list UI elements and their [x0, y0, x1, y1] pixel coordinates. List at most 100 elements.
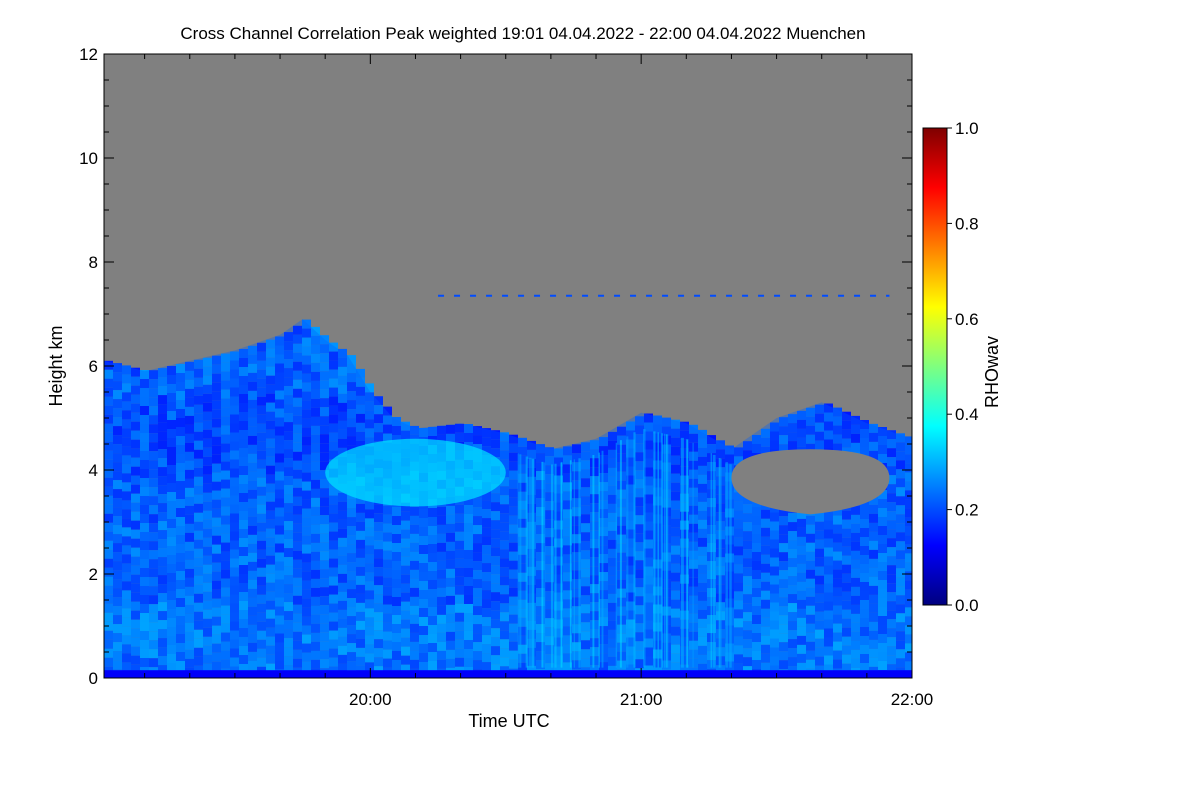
heatmap-cell	[842, 510, 851, 520]
heatmap-cell	[770, 575, 779, 585]
heatmap-cell	[455, 513, 464, 523]
heatmap-cell	[698, 654, 707, 664]
heatmap-cell	[221, 380, 230, 390]
heatmap-cell	[293, 622, 302, 632]
heatmap-cell	[104, 657, 113, 667]
heatmap-cell	[815, 602, 824, 612]
heatmap-cell	[419, 428, 428, 437]
heatmap-cell	[248, 543, 257, 553]
heatmap-cell	[509, 596, 518, 606]
heatmap-cell	[131, 574, 140, 584]
heatmap-cell	[167, 609, 176, 618]
heatmap-cell	[491, 619, 500, 629]
heatmap-cell	[338, 438, 347, 448]
heatmap-cell	[329, 441, 338, 451]
heatmap-cell	[878, 517, 887, 526]
heatmap-cell	[149, 496, 158, 506]
heatmap-cell	[734, 600, 743, 610]
heatmap-cell	[887, 646, 896, 656]
heatmap-cell	[311, 443, 320, 453]
heatmap-cell	[680, 538, 689, 548]
heatmap-cell	[194, 395, 203, 405]
heatmap-cell	[554, 610, 563, 620]
heatmap-cell	[905, 445, 912, 455]
heatmap-cell	[338, 636, 347, 646]
heatmap-cell	[860, 618, 869, 627]
heatmap-cell	[491, 520, 500, 530]
heatmap-cell	[698, 609, 707, 619]
heatmap-cell	[581, 622, 590, 632]
heatmap-cell	[500, 549, 509, 559]
heatmap-cell	[653, 649, 662, 659]
heatmap-cell	[194, 557, 203, 567]
heatmap-cell	[194, 449, 203, 459]
heatmap-cell	[653, 577, 662, 587]
heatmap-cell	[473, 570, 482, 580]
heatmap-cell	[581, 613, 590, 623]
heatmap-cell	[887, 619, 896, 629]
heatmap-cell	[509, 497, 518, 507]
heatmap-cell	[113, 588, 122, 598]
heatmap-cell	[806, 416, 815, 426]
heatmap-cell	[815, 431, 824, 441]
heatmap-cell	[788, 567, 797, 577]
heatmap-cell	[671, 437, 680, 447]
heatmap-cell	[590, 521, 599, 531]
heatmap-cell	[653, 415, 662, 425]
heatmap-cell	[554, 583, 563, 593]
heatmap-cell	[140, 613, 149, 622]
heatmap-cell	[383, 406, 392, 416]
heatmap-cell	[536, 651, 545, 661]
heatmap-cell	[329, 387, 338, 397]
heatmap-cell	[410, 560, 419, 570]
heatmap-cell	[680, 583, 689, 593]
heatmap-cell	[797, 572, 806, 582]
heatmap-cell	[752, 552, 761, 561]
heatmap-cell	[149, 415, 158, 425]
heatmap-cell	[752, 444, 761, 453]
heatmap-cell	[104, 477, 113, 487]
heatmap-cell	[275, 606, 284, 616]
heatmap-cell	[536, 453, 545, 463]
heatmap-cell	[437, 533, 446, 543]
heatmap-cell	[266, 456, 275, 466]
heatmap-cell	[131, 493, 140, 503]
heatmap-cell	[779, 507, 788, 517]
heatmap-cell	[113, 462, 122, 472]
heatmap-cell	[608, 629, 617, 639]
heatmap-cell	[671, 536, 680, 546]
heatmap-cell	[419, 545, 428, 554]
heatmap-cell	[608, 584, 617, 594]
heatmap-cell	[212, 472, 221, 482]
heatmap-cell	[770, 566, 779, 576]
heatmap-cell	[626, 502, 635, 512]
heatmap-cell	[122, 428, 131, 438]
heatmap-cell	[257, 540, 266, 550]
heatmap-cell	[338, 366, 347, 376]
heatmap-cell	[167, 447, 176, 456]
fall-streaks	[517, 429, 732, 668]
heatmap-cell	[635, 542, 644, 552]
heatmap-cell	[221, 524, 230, 534]
heatmap-cell	[698, 546, 707, 556]
heatmap-cell	[140, 550, 149, 559]
heatmap-cell	[302, 661, 311, 671]
heatmap-cell	[824, 520, 833, 530]
heatmap-cell	[185, 505, 194, 515]
heatmap-cell	[518, 500, 527, 510]
heatmap-cell	[113, 399, 122, 409]
heatmap-cell	[500, 657, 509, 667]
heatmap-cell	[185, 478, 194, 488]
heatmap-cell	[158, 476, 167, 486]
heatmap-cell	[167, 438, 176, 447]
heatmap-cell	[365, 581, 374, 591]
heatmap-cell	[869, 504, 878, 514]
heatmap-cell	[761, 599, 770, 609]
heatmap-cell	[329, 369, 338, 379]
heatmap-cell	[536, 444, 545, 454]
heatmap-cell	[257, 459, 266, 469]
heatmap-cell	[293, 379, 302, 389]
heatmap-cell	[140, 586, 149, 595]
heatmap-cell	[815, 440, 824, 450]
heatmap-cell	[446, 622, 455, 632]
